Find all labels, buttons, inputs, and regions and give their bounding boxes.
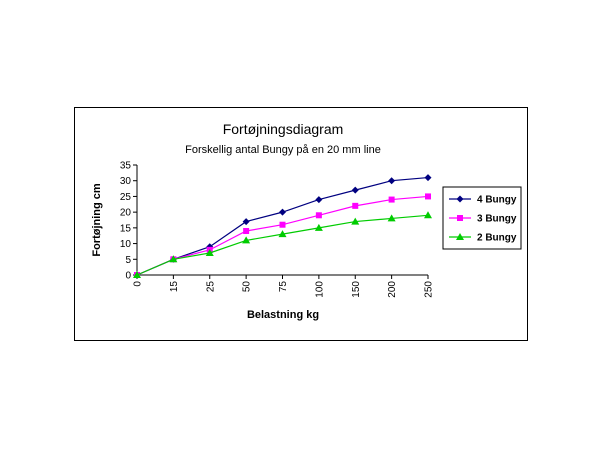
data-point	[425, 193, 431, 200]
data-point	[387, 214, 396, 222]
x-tick-label: 250	[424, 281, 435, 298]
data-point	[388, 177, 396, 185]
data-point	[242, 236, 251, 244]
x-tick-label: 75	[278, 281, 289, 293]
x-tick-label: 200	[387, 281, 398, 298]
data-point	[205, 249, 214, 256]
legend-marker-2	[457, 215, 463, 221]
chart-subtitle: Forskellig antal Bungy på en 20 mm line	[185, 144, 381, 156]
y-tick-label: 20	[120, 208, 132, 219]
legend-marker-1	[456, 195, 464, 203]
legend-marker-3	[456, 233, 464, 240]
x-tick-label: 100	[314, 281, 325, 298]
y-tick-label: 10	[120, 239, 132, 250]
x-tick-label: 25	[205, 281, 216, 293]
data-point	[351, 217, 360, 225]
x-tick-label: 0	[133, 281, 144, 287]
data-point	[243, 228, 250, 234]
x-axis-label: Belastning kg	[247, 309, 319, 321]
data-point	[424, 211, 432, 219]
chart-frame: Fortøjningsdiagram Forskellig antal Bung…	[74, 107, 528, 341]
y-tick-label: 15	[120, 223, 132, 234]
line-chart: Fortøjningsdiagram Forskellig antal Bung…	[91, 121, 522, 321]
y-tick-label: 0	[125, 271, 131, 282]
data-point	[424, 174, 432, 182]
legend: 4 Bungy 3 Bungy 2 Bungy	[442, 186, 522, 250]
data-point	[278, 230, 287, 238]
data-point	[351, 186, 359, 194]
data-point	[315, 212, 322, 219]
x-tick-label: 50	[242, 281, 253, 293]
legend-label-2: 3 Bungy	[477, 214, 517, 225]
y-tick-label: 30	[120, 176, 132, 187]
data-point	[279, 208, 286, 216]
data-point	[169, 255, 178, 263]
data-point	[315, 196, 323, 204]
legend-label-1: 4 Bungy	[477, 195, 517, 206]
chart-title: Fortøjningsdiagram	[223, 121, 344, 137]
x-tick-label: 15	[169, 281, 180, 293]
legend-label-3: 2 Bungy	[477, 233, 517, 244]
data-point	[133, 271, 141, 278]
y-tick-label: 5	[125, 255, 131, 266]
y-tick-label: 35	[120, 161, 132, 172]
data-point	[352, 202, 359, 209]
plot-area: 0 5 10 15 20 25 30 35 0 15 25 50 75 100 150 200 250	[120, 161, 435, 298]
data-point	[242, 218, 250, 226]
data-point	[314, 223, 323, 231]
x-tick-label: 150	[351, 281, 362, 298]
data-point	[279, 221, 286, 228]
y-tick-label: 25	[120, 192, 132, 203]
y-axis-label: Fortøjning cm	[91, 183, 103, 257]
data-point	[388, 196, 395, 203]
